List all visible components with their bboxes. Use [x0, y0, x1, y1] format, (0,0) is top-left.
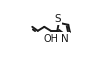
Text: OH: OH [43, 34, 58, 44]
Text: S: S [54, 14, 61, 24]
Text: N: N [61, 34, 68, 44]
